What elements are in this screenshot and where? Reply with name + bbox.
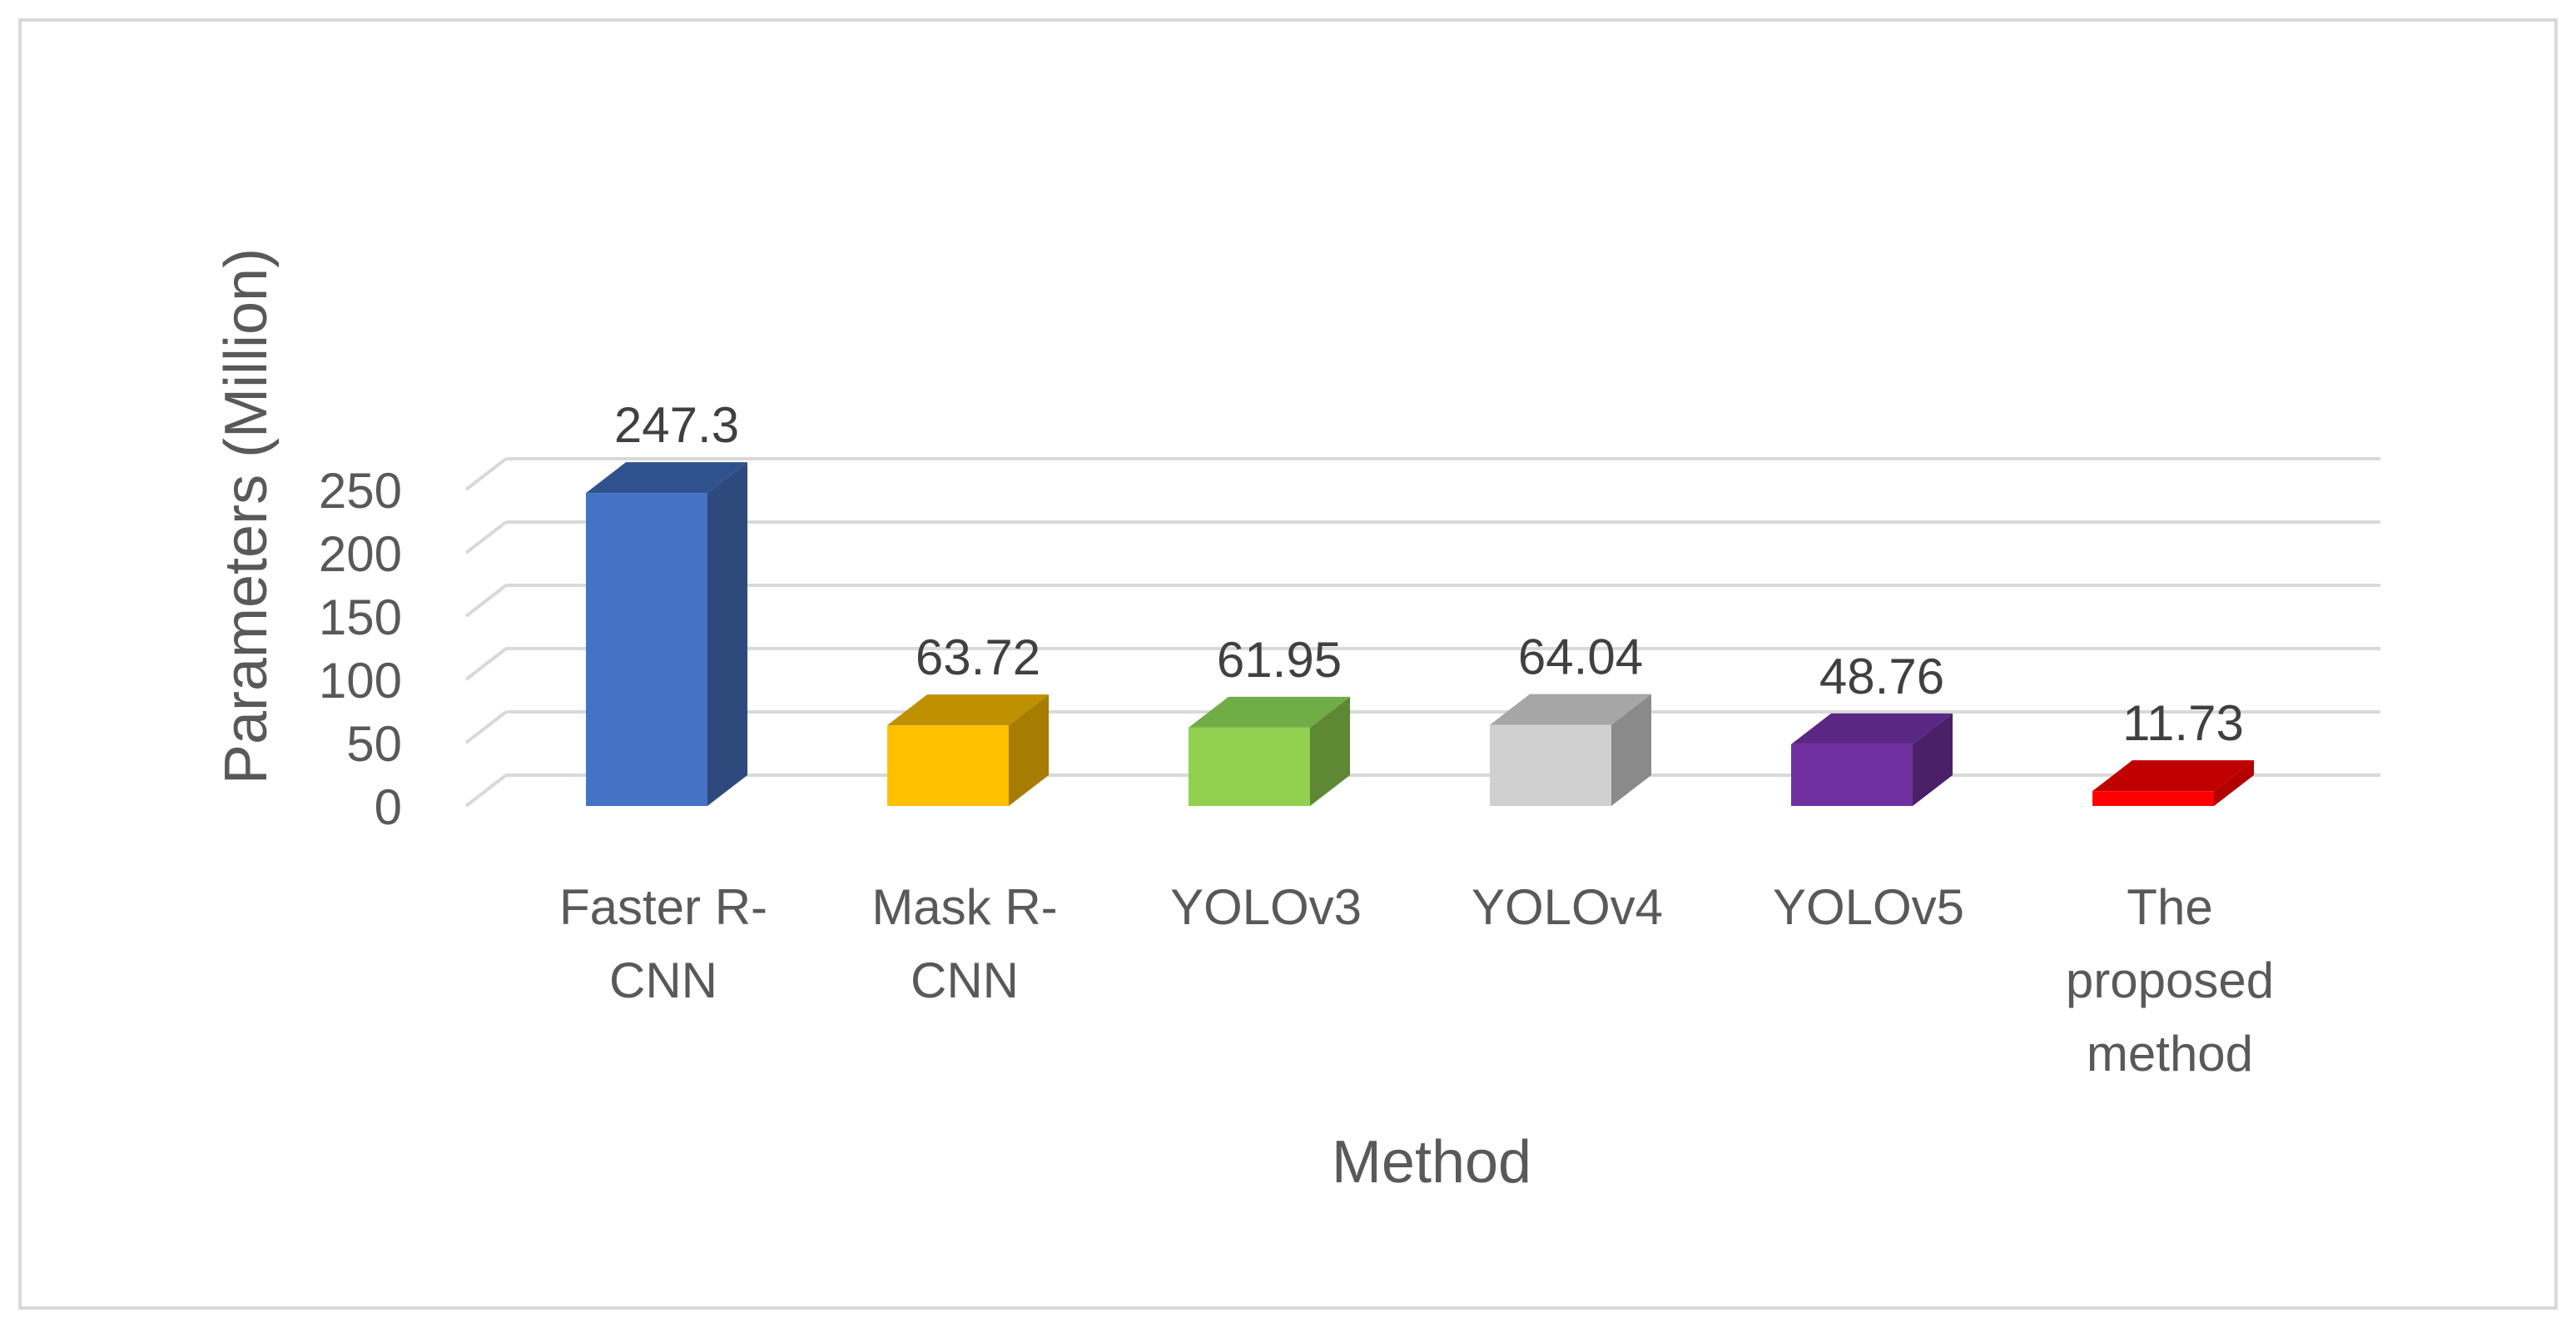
y-axis-ticks: 0 50 100 150 200 250	[319, 463, 402, 835]
data-label: 48.76	[1819, 649, 1944, 704]
data-label: 247.3	[614, 397, 739, 453]
gridlines	[464, 457, 2380, 808]
x-tick-label: The proposed method	[2066, 879, 2274, 1082]
x-tick-label: Mask R-CNN	[871, 879, 1057, 1008]
data-label: 11.73	[2122, 695, 2244, 751]
x-axis-title: Method	[1332, 1129, 1531, 1196]
bars	[586, 462, 2254, 806]
bar-front	[1189, 727, 1310, 806]
bar-side	[1310, 696, 1350, 806]
bar-side	[1009, 694, 1049, 806]
x-tick-label: YOLOv5	[1773, 879, 1964, 935]
x-axis-categories: Faster R-CNN Mask R-CNN YOLOv3 YOLOv4 YOLOv5…	[559, 879, 2274, 1082]
gridline-diagonal	[464, 520, 508, 555]
bar-top	[1490, 694, 1651, 725]
bar-side	[707, 462, 747, 806]
bar-top	[586, 462, 747, 494]
y-tick-label: 100	[319, 653, 402, 709]
data-label: 64.04	[1518, 629, 1643, 685]
x-tick-label: YOLOv3	[1170, 879, 1362, 935]
bar-side	[2214, 760, 2254, 806]
data-labels: 247.3 63.72 61.95 64.04 48.76 11.73	[614, 397, 2244, 751]
data-label: 61.95	[1217, 632, 1342, 688]
bar	[1490, 694, 1651, 806]
bar	[1189, 696, 1350, 806]
bar-top	[887, 694, 1049, 726]
bar-top	[1189, 696, 1350, 728]
data-label: 63.72	[916, 629, 1040, 685]
bar-top	[2092, 760, 2254, 792]
bar-front	[2092, 791, 2214, 806]
bar-side	[1913, 713, 1953, 806]
bar-side	[1611, 694, 1651, 806]
y-tick-label: 150	[319, 589, 402, 645]
y-axis-title: Parameters (Million)	[213, 248, 280, 784]
x-tick-label: YOLOv4	[1472, 879, 1663, 935]
bar-front	[1791, 744, 1913, 806]
gridline-diagonal	[464, 457, 508, 491]
y-tick-label: 0	[375, 779, 402, 835]
bar	[586, 462, 747, 806]
gridline-diagonal	[464, 584, 508, 618]
bar-front	[586, 493, 707, 806]
bar	[887, 694, 1049, 806]
bar	[2092, 760, 2254, 806]
gridline-diagonal	[464, 773, 508, 808]
y-tick-label: 50	[346, 716, 402, 772]
bar	[1791, 713, 1953, 806]
chart-frame	[18, 18, 2558, 1310]
bar-top	[1791, 713, 1953, 744]
x-tick-label: Faster R-CNN	[559, 879, 767, 1008]
y-tick-label: 250	[319, 463, 402, 519]
bar-front	[887, 725, 1009, 806]
gridline-diagonal	[464, 710, 508, 744]
gridline-diagonal	[464, 647, 508, 681]
bar-front	[1490, 724, 1611, 806]
y-tick-label: 200	[319, 526, 402, 582]
